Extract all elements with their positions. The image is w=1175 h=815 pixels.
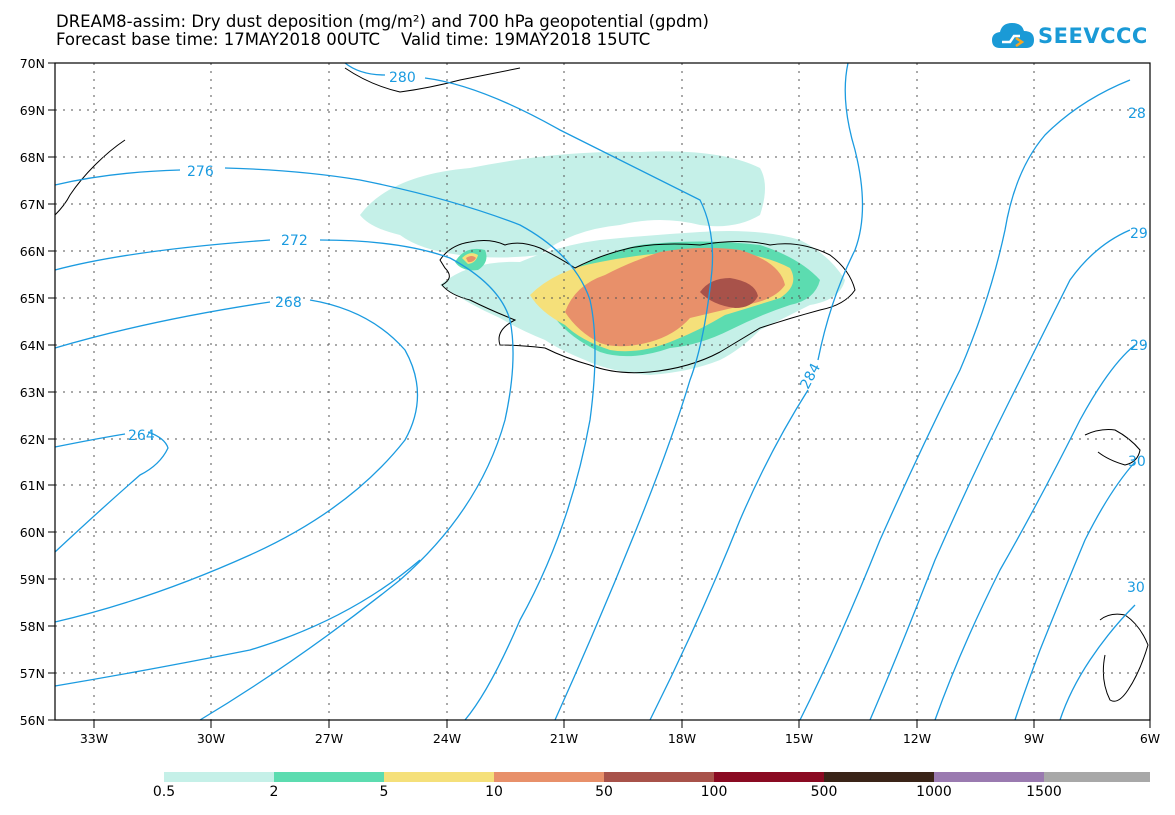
lat-label: 59N: [20, 572, 45, 587]
contour-label: 272: [281, 233, 308, 249]
lat-label: 58N: [20, 619, 45, 634]
legend-bin: [604, 772, 714, 782]
lon-label: 6W: [1140, 731, 1160, 746]
graticule: [55, 63, 1150, 720]
geopotential-contours: [54, 62, 1136, 721]
contour-label: 29: [1130, 338, 1148, 354]
legend-bin: [384, 772, 494, 782]
lon-label: 9W: [1024, 731, 1044, 746]
contour-label: 30: [1128, 454, 1146, 470]
lat-label: 56N: [20, 713, 45, 728]
lat-label: 65N: [20, 291, 45, 306]
lon-label: 18W: [668, 731, 696, 746]
lon-label: 27W: [315, 731, 343, 746]
latitude-labels: 70N 69N 68N 67N 66N 65N 64N 63N 62N 61N …: [20, 56, 45, 728]
legend-label: 500: [810, 784, 838, 800]
legend-label: 1500: [1026, 784, 1062, 800]
axis-ticks: [48, 62, 1151, 728]
contour-label: 264: [128, 428, 155, 444]
dust-deposition-field: [360, 151, 845, 375]
lat-label: 57N: [20, 666, 45, 681]
lat-label: 64N: [20, 338, 45, 353]
lat-label: 67N: [20, 197, 45, 212]
lon-label: 15W: [785, 731, 813, 746]
lat-label: 61N: [20, 478, 45, 493]
legend-label: 2: [269, 784, 279, 800]
legend-label: 1000: [916, 784, 952, 800]
legend-label: 50: [595, 784, 613, 800]
lat-label: 66N: [20, 244, 45, 259]
legend-bin: [164, 772, 274, 782]
lat-label: 68N: [20, 150, 45, 165]
lat-label: 60N: [20, 525, 45, 540]
lon-label: 21W: [550, 731, 578, 746]
seevccc-logo: SEEVCCC: [990, 18, 1147, 58]
lon-label: 33W: [80, 731, 108, 746]
lon-label: 30W: [197, 731, 225, 746]
coastlines: [54, 67, 1149, 702]
legend-bin: [274, 772, 384, 782]
lat-label: 70N: [20, 56, 45, 71]
legend-bin: [714, 772, 824, 782]
legend-label: 100: [700, 784, 728, 800]
legend-bin: [494, 772, 604, 782]
cloud-icon: [992, 23, 1034, 48]
logo-text: SEEVCCC: [1038, 24, 1148, 48]
lat-label: 63N: [20, 385, 45, 400]
legend-label: 10: [485, 784, 503, 800]
contour-label: 268: [275, 295, 302, 311]
contour-label: 284: [797, 361, 824, 392]
legend-bin: [824, 772, 934, 782]
contour-label: 280: [389, 70, 416, 86]
contour-label: 29: [1130, 226, 1148, 242]
lat-label: 62N: [20, 432, 45, 447]
title-line-1: DREAM8-assim: Dry dust deposition (mg/m²…: [56, 12, 709, 31]
lon-label: 24W: [433, 731, 461, 746]
legend-bin: [1044, 772, 1150, 782]
lat-label: 69N: [20, 103, 45, 118]
legend-label: 0.5: [152, 784, 176, 800]
legend-label: 5: [379, 784, 389, 800]
lon-label: 12W: [903, 731, 931, 746]
contour-label: 28: [1128, 106, 1146, 122]
contour-label: 30: [1127, 580, 1145, 596]
legend-bin: [934, 772, 1044, 782]
contour-label: 276: [187, 164, 214, 180]
longitude-labels: 33W 30W 27W 24W 21W 18W 15W 12W 9W 6W: [80, 731, 1160, 746]
title-line-2: Forecast base time: 17MAY2018 00UTC Vali…: [56, 30, 651, 49]
